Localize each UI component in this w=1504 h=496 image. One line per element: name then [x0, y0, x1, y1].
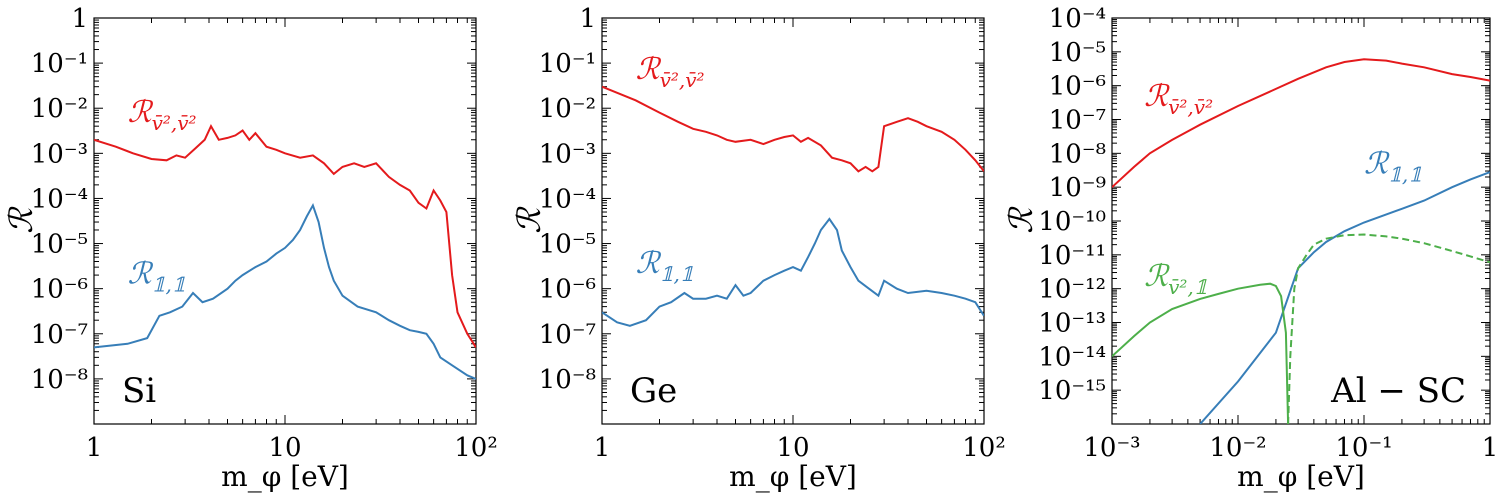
si-x-axis-label: m_φ [eV]: [221, 460, 349, 493]
ge-series-red-line: [602, 85, 984, 173]
al-axes-frame: [1111, 17, 1491, 425]
si-y-tick-label: 10⁻³: [31, 139, 88, 169]
ge-material-label: Ge: [630, 371, 677, 411]
si-curve-label-red: ℛv̄²,v̄²: [128, 95, 197, 135]
ge-y-tick-label: 10⁻⁶: [539, 275, 596, 305]
al-y-axis-label: ℛ: [1002, 206, 1040, 234]
ge-panel: 1 10 10² 1 10⁻¹ 10⁻² 10⁻³ 10⁻⁴ 10⁻⁵ 10⁻⁶ 10⁻⁷ 10⁻⁸ m…: [510, 4, 1006, 493]
si-y-tick-label: 1: [71, 4, 88, 34]
al-series-green-line: [1112, 282, 1290, 424]
al-x-tick-label: 10⁻³: [1083, 433, 1140, 463]
al-sc-panel: 10⁻³ 10⁻² 10⁻¹ 1 10⁻⁴ 10⁻⁵ 10⁻⁶ 10⁻⁷10⁻⁸ 10⁻⁹ 10⁻…: [1002, 4, 1498, 493]
al-y-tick-label: 10⁻¹⁴: [1038, 342, 1106, 372]
al-y-tick-label: 10⁻⁹: [1049, 173, 1106, 203]
ge-x-tick-label: 10²: [962, 433, 1006, 463]
ge-y-tick-label: 10⁻¹: [539, 49, 596, 79]
si-y-tick-label: 10⁻¹: [31, 49, 88, 79]
al-curve-label-blue: ℛ𝟙,𝟙: [1364, 147, 1422, 187]
al-y-tick-label: 10⁻¹⁵: [1038, 376, 1106, 406]
ge-y-tick-label: 10⁻⁸: [539, 365, 596, 395]
al-y-tick-label: 10⁻¹¹: [1038, 241, 1106, 271]
al-x-tick-label: 10⁻¹: [1335, 433, 1392, 463]
ge-curve-label-red: ℛv̄²,v̄²: [636, 52, 705, 92]
ge-y-tick-label: 10⁻⁵: [539, 230, 596, 260]
si-series-red-line: [94, 124, 476, 348]
ge-x-tick-label: 1: [594, 433, 611, 463]
ge-y-tick-label: 10⁻⁴: [539, 184, 596, 214]
si-series-blue-line: [94, 202, 476, 380]
si-y-tick-label: 10⁻⁴: [31, 184, 88, 214]
al-y-tick-label: 10⁻⁴: [1049, 4, 1106, 34]
ge-y-tick-label: 10⁻³: [539, 139, 596, 169]
ge-x-tick-label: 10: [776, 433, 809, 463]
si-y-axis-label: ℛ: [2, 206, 40, 234]
ge-y-tick-label: 10⁻⁷: [539, 320, 596, 350]
al-y-tick-label: 10⁻¹³: [1038, 309, 1106, 339]
al-curve-label-green: ℛv̄²,𝟙: [1144, 259, 1208, 299]
ge-y-axis-label: ℛ: [510, 206, 548, 234]
si-y-tick-label: 10⁻⁸: [31, 365, 88, 395]
si-y-tick-label: 10⁻⁷: [31, 320, 88, 350]
ge-x-axis-label: m_φ [eV]: [729, 460, 857, 493]
si-panel: 1 10 10² 1 10⁻¹ 10⁻² 10⁻³ 10⁻⁴ 10⁻⁵ 10⁻⁶ 10⁻⁷ 10⁻⁸ m…: [2, 4, 498, 493]
al-series-blue-line: [1199, 171, 1490, 424]
ge-curve-label-blue: ℛ𝟙,𝟙: [636, 246, 694, 286]
al-y-tick-label: 10⁻¹²: [1038, 275, 1106, 305]
si-x-tick-label: 10²: [454, 433, 498, 463]
al-series-red-line: [1112, 58, 1490, 188]
al-y-tick-label: 10⁻⁶: [1049, 72, 1106, 102]
si-y-tick-label: 10⁻⁵: [31, 230, 88, 260]
si-x-tick-label: 10: [268, 433, 301, 463]
al-y-tick-label: 10⁻⁵: [1049, 38, 1106, 68]
al-x-tick-label: 10⁻²: [1209, 433, 1266, 463]
si-curve-label-blue: ℛ𝟙,𝟙: [128, 257, 186, 297]
al-curve-label-red: ℛv̄²,v̄²: [1144, 79, 1213, 119]
al-x-axis-label: m_φ [eV]: [1237, 460, 1365, 493]
ge-y-tick-label: 1: [579, 4, 596, 34]
al-y-tick-label: 10⁻⁷: [1049, 106, 1106, 136]
al-material-label: Al − SC: [1330, 371, 1466, 411]
ge-series-blue-line: [602, 217, 984, 327]
ge-y-tick-label: 10⁻²: [539, 94, 596, 124]
si-x-tick-label: 1: [86, 433, 103, 463]
al-x-tick-label: 1: [1482, 433, 1499, 463]
si-y-tick-label: 10⁻⁶: [31, 275, 88, 305]
si-axes-frame: [93, 17, 477, 425]
al-y-tick-label: 10⁻⁸: [1049, 139, 1106, 169]
al-y-tick-label: 10⁻¹⁰: [1038, 207, 1106, 237]
si-material-label: Si: [122, 371, 156, 411]
si-y-tick-label: 10⁻²: [31, 94, 88, 124]
